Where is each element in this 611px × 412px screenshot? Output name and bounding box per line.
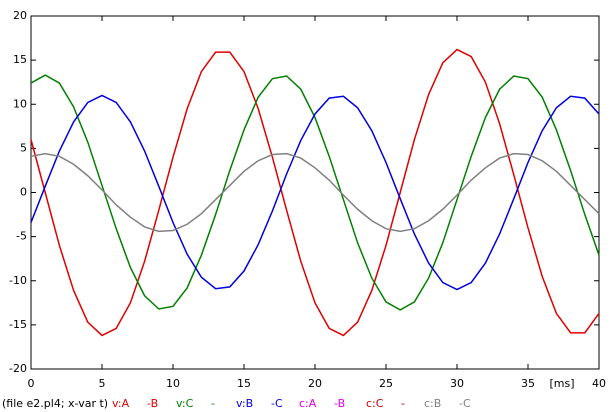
series-line xyxy=(30,94,600,291)
plot-frame xyxy=(30,15,600,370)
y-tick-label: 0 xyxy=(20,186,27,199)
legend-label: c:B xyxy=(424,397,441,410)
x-tick-label: 0 xyxy=(28,377,35,390)
x-tick-label: 30 xyxy=(450,377,464,390)
y-tick-label: 20 xyxy=(13,9,27,22)
legend-label: v:B xyxy=(236,397,253,410)
x-tick-label: 35 xyxy=(521,377,535,390)
y-tick-label: -20 xyxy=(9,362,27,375)
legend-label: -B xyxy=(147,397,158,410)
x-tick-label: 10 xyxy=(166,377,180,390)
legend-label: v:A xyxy=(112,397,130,410)
x-tick-label: 5 xyxy=(99,377,106,390)
legend-label: -C xyxy=(271,397,283,410)
legend-label: -B xyxy=(334,397,345,410)
y-tick-label: 15 xyxy=(13,53,27,66)
x-tick-label: 20 xyxy=(308,377,322,390)
y-tick-label: 10 xyxy=(13,97,27,110)
series-line xyxy=(30,152,600,233)
source-label: (file e2.pl4; x-var t) xyxy=(2,397,108,410)
x-tick-label: 15 xyxy=(237,377,251,390)
y-tick-label: -10 xyxy=(9,274,27,287)
y-tick-label: -5 xyxy=(16,230,27,243)
legend-label: - xyxy=(401,397,405,410)
x-tick-label: 40 xyxy=(592,377,606,390)
legend-label: c:C xyxy=(366,397,384,410)
series-line xyxy=(30,48,600,337)
legend-label: - xyxy=(211,397,215,410)
y-tick-label: 5 xyxy=(20,141,27,154)
legend-label: c:A xyxy=(299,397,317,410)
legend-label: -C xyxy=(459,397,471,410)
legend-label: v:C xyxy=(176,397,194,410)
x-tick-label: 25 xyxy=(379,377,393,390)
x-axis-label: [ms] xyxy=(549,377,574,390)
y-tick-label: -15 xyxy=(9,318,27,331)
series-line xyxy=(30,74,600,311)
